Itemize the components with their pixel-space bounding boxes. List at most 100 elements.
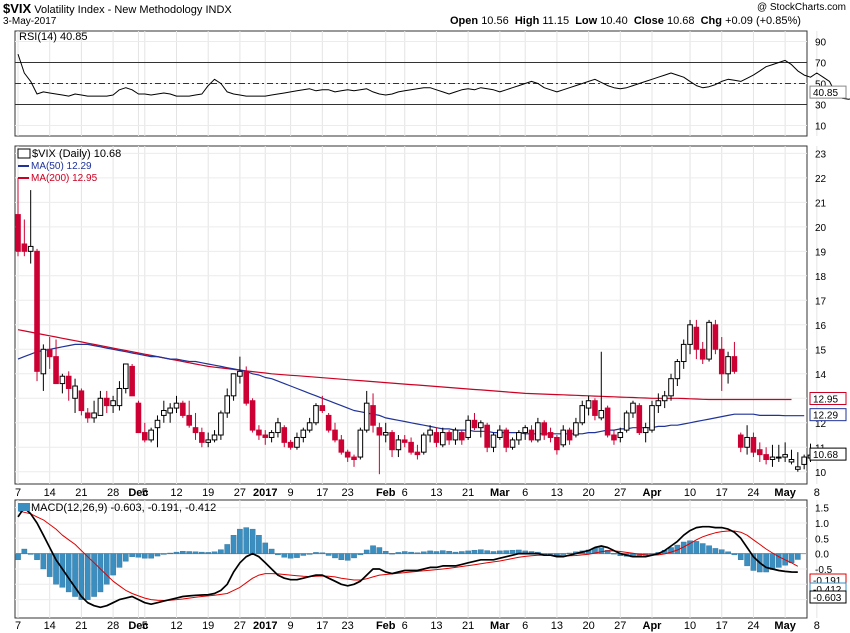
candlestick [148, 427, 154, 443]
candlestick [325, 412, 332, 433]
price-y-tick-label: 23 [815, 149, 827, 160]
candle-body [528, 429, 535, 441]
price-y-tick-label: 15 [815, 345, 827, 356]
macd-histogram-bar [370, 545, 376, 554]
price-legend-ma50: MA(50) 12.29 [31, 161, 92, 172]
x-tick-label: 19 [202, 487, 214, 499]
candle-body [573, 422, 579, 436]
candle-body [592, 400, 598, 416]
candle-body [484, 424, 490, 448]
macd-x-tick-label: 27 [234, 620, 246, 632]
candlestick [414, 444, 421, 460]
chg-label: Chg [700, 15, 722, 27]
candle-body [687, 324, 693, 345]
price-y-tick-label: 10 [815, 468, 827, 479]
candlestick [446, 430, 452, 445]
candle-body [256, 429, 262, 436]
rsi-last-value-tag: 40.85 [813, 88, 838, 99]
macd-histogram-bar [46, 553, 53, 577]
macd-histogram-bar [389, 553, 395, 555]
candlestick [706, 319, 712, 362]
candle-body [281, 427, 288, 443]
macd-histogram-bar [332, 553, 338, 559]
macd-histogram-bar [401, 551, 408, 554]
macd-histogram-bar [262, 542, 269, 554]
brand-link[interactable]: @ StockCharts.com [756, 2, 846, 13]
macd-histogram-bar [294, 553, 300, 558]
macd-histogram-bar [243, 527, 250, 554]
candlestick [478, 420, 484, 438]
candle-body [218, 412, 224, 436]
candle-body [756, 449, 763, 456]
x-tick-label: 10 [684, 487, 696, 499]
candle-body [116, 387, 123, 407]
x-tick-label: 7 [15, 487, 21, 499]
candlestick [382, 422, 389, 443]
candlestick [693, 319, 700, 360]
ma50-last-value-tag: 12.29 [813, 411, 838, 422]
candlestick [731, 341, 738, 374]
candle-body [471, 419, 478, 429]
ohlc-readout: Open 10.56 High 11.15 Low 10.40 Close 10… [450, 15, 801, 27]
x-tick-label: 17 [316, 487, 328, 499]
macd-line [17, 506, 798, 609]
price-y-tick-label: 17 [815, 296, 827, 307]
macd-histogram-bar [59, 553, 66, 588]
macd-x-tick-label: Mar [490, 620, 510, 632]
candlestick [465, 415, 471, 440]
macd-histogram-bar [21, 548, 28, 554]
ma50-line [17, 343, 805, 435]
macd-histogram-bar [192, 551, 199, 554]
macd-histogram-bar [687, 540, 693, 554]
macd-histogram-bar [122, 553, 129, 562]
candle-body [503, 429, 509, 448]
candlestick [256, 425, 262, 440]
candle-body [34, 250, 40, 372]
macd-histogram-bar [135, 553, 142, 558]
candlestick [15, 177, 21, 257]
candlestick [535, 417, 541, 443]
candle-body [59, 375, 66, 385]
candlestick [687, 319, 693, 355]
candlestick [433, 427, 440, 448]
macd-x-tick-label: 6 [402, 620, 408, 632]
candle-body [129, 365, 135, 397]
candlestick [338, 435, 345, 455]
high-value: 11.15 [542, 15, 570, 27]
candle-body [788, 459, 795, 463]
candle-body [801, 456, 807, 465]
candle-body [718, 348, 725, 375]
candlestick [471, 412, 478, 431]
candle-body [192, 427, 199, 434]
candlestick [490, 432, 497, 453]
candlestick [129, 363, 135, 397]
candlestick [306, 417, 313, 433]
macd-histogram-bar [110, 553, 116, 576]
candle-body [173, 402, 180, 409]
candlestick [795, 452, 801, 472]
candlestick [116, 381, 123, 411]
price-y-tick-label: 18 [815, 272, 827, 283]
candlestick [725, 351, 731, 384]
candle-body [465, 419, 471, 438]
candle-body [363, 402, 370, 431]
x-tick-label: Apr [643, 487, 663, 499]
macd-histogram-bar [53, 553, 59, 585]
candlestick [649, 400, 655, 433]
macd-histogram-bar [97, 553, 104, 593]
candlestick [484, 422, 490, 453]
macd-histogram-bar [363, 549, 370, 554]
macd-histogram-bar [408, 551, 414, 554]
macd-histogram-bar [554, 553, 560, 556]
macd-histogram-bar [15, 553, 21, 560]
candle-body [186, 414, 192, 426]
candle-body [357, 429, 364, 458]
macd-histogram-bar [490, 551, 497, 554]
macd-x-tick-label: 9 [288, 620, 294, 632]
macd-histogram-bar [281, 553, 288, 558]
candle-body [541, 422, 548, 436]
rsi-last-value-tag-box [809, 85, 847, 99]
candlestick [357, 427, 364, 460]
candlestick [699, 341, 706, 364]
